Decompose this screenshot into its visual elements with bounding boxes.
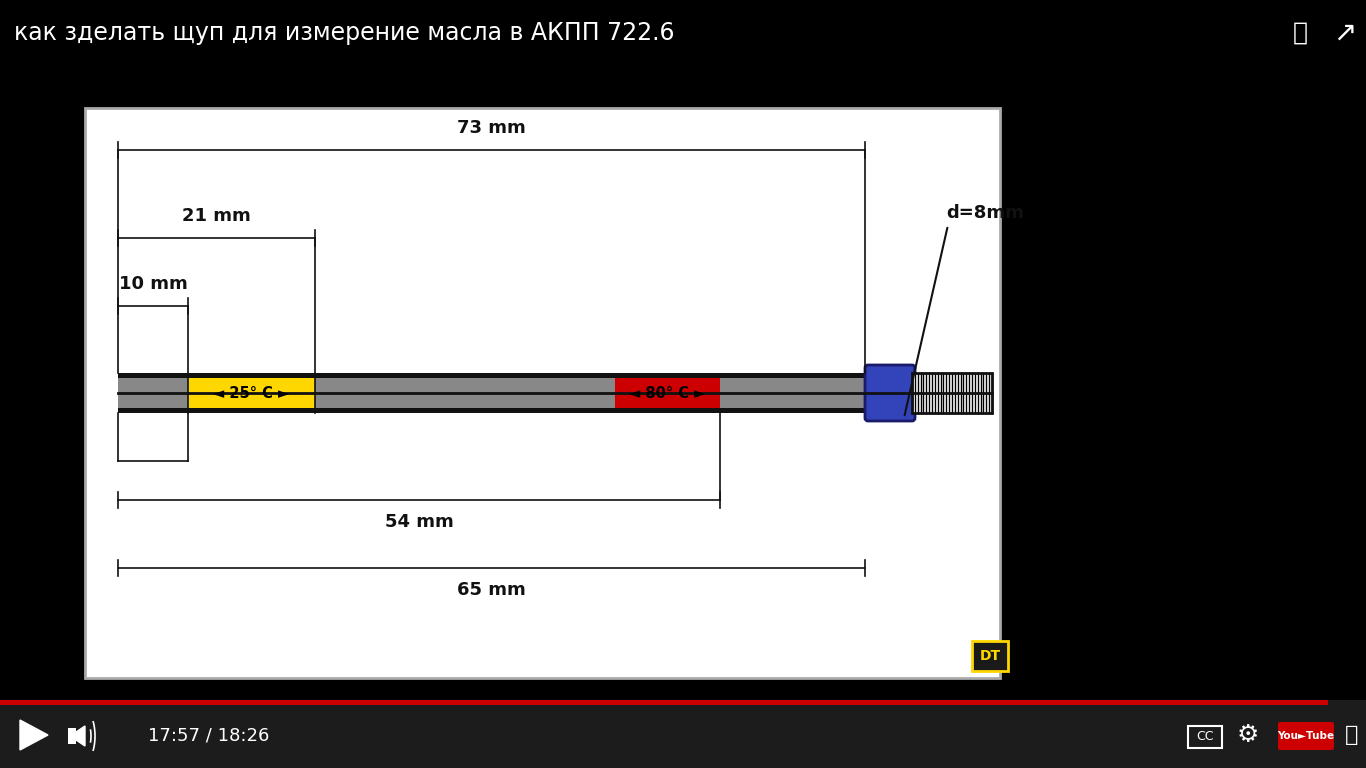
Text: 73 mm: 73 mm (458, 119, 526, 137)
Bar (0, 700, 1366, 768)
FancyBboxPatch shape (865, 365, 915, 421)
Text: 54 mm: 54 mm (385, 513, 454, 531)
Polygon shape (76, 726, 85, 746)
Bar (189, 378, 316, 408)
Text: как зделать щуп для измерение масла в АКПП 722.6: как зделать щуп для измерение масла в АК… (14, 21, 675, 45)
Bar (117, 373, 992, 413)
Text: CC: CC (1197, 730, 1214, 743)
Text: DT: DT (979, 649, 1000, 663)
Bar (912, 373, 992, 413)
Text: ⛶: ⛶ (1346, 725, 1359, 745)
Text: ↗: ↗ (1333, 19, 1356, 47)
Bar (117, 378, 865, 408)
Text: 🕐: 🕐 (1292, 21, 1307, 45)
Bar (85, 108, 1000, 678)
Text: ◄ 80° C ►: ◄ 80° C ► (630, 386, 706, 400)
Bar (973, 641, 1008, 671)
Text: 65 mm: 65 mm (458, 581, 526, 599)
Bar (912, 373, 992, 413)
Bar (1188, 726, 1223, 748)
Bar (68, 728, 76, 744)
Text: ◄ 25° C ►: ◄ 25° C ► (213, 386, 290, 400)
FancyBboxPatch shape (1279, 722, 1335, 750)
Bar (615, 378, 720, 408)
Text: 17:57 / 18:26: 17:57 / 18:26 (148, 726, 269, 744)
Text: 10 mm: 10 mm (119, 275, 187, 293)
Polygon shape (20, 720, 48, 750)
Text: ⚙: ⚙ (1236, 723, 1259, 747)
Text: You►Tube: You►Tube (1277, 731, 1335, 741)
Bar (0, 700, 1328, 705)
Text: 21 mm: 21 mm (182, 207, 251, 225)
Text: d=8mm: d=8mm (947, 204, 1024, 222)
